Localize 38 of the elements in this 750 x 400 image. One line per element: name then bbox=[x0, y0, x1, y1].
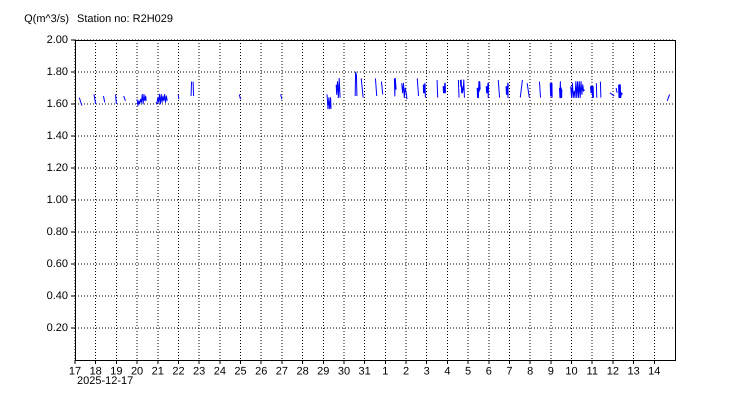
x-tick-label: 4 bbox=[444, 366, 450, 378]
x-tick-label: 7 bbox=[506, 366, 513, 378]
x-tick-label: 11 bbox=[586, 366, 598, 378]
x-tick-label: 31 bbox=[358, 366, 371, 378]
y-tick-label: 0.60 bbox=[46, 258, 68, 270]
y-tick-label: 0.40 bbox=[46, 290, 68, 302]
x-tick-label: 1 bbox=[382, 366, 388, 378]
x-tick-label: 30 bbox=[338, 366, 350, 378]
x-tick-label: 27 bbox=[276, 366, 288, 378]
y-axis-title: Q(m^3/s) bbox=[24, 13, 69, 26]
x-tick-label: 25 bbox=[234, 366, 247, 378]
x-tick-label: 2 bbox=[402, 366, 410, 378]
x-tick-label: 12 bbox=[606, 366, 620, 378]
x-tick-label: 29 bbox=[317, 366, 330, 378]
x-tick-label: 9 bbox=[548, 366, 554, 378]
chart-title: Station no: R2H029 bbox=[77, 13, 174, 26]
x-tick-label: 10 bbox=[565, 366, 578, 378]
x-tick-label: 22 bbox=[172, 366, 185, 378]
x-tick-label: 5 bbox=[465, 366, 472, 378]
y-tick-label: 2.00 bbox=[46, 34, 68, 46]
text: 2025-12-17 bbox=[77, 375, 134, 388]
x-tick-label: 26 bbox=[255, 366, 268, 378]
y-tick-label: 0.20 bbox=[46, 322, 68, 334]
x-tick-label: 23 bbox=[193, 366, 206, 378]
x-tick-label: 28 bbox=[296, 366, 309, 378]
y-tick-label: 0.80 bbox=[46, 226, 68, 238]
x-tick-label: 14 bbox=[648, 366, 660, 378]
y-tick-label: 1.20 bbox=[46, 162, 68, 174]
x-tick-label: 6 bbox=[486, 366, 492, 378]
x-tick-label: 13 bbox=[627, 366, 640, 378]
y-tick-label: 1.80 bbox=[46, 66, 68, 78]
x-tick-label: 21 bbox=[152, 366, 164, 378]
x-tick-label: 8 bbox=[527, 366, 534, 378]
y-tick-label: 1.60 bbox=[46, 98, 68, 110]
x-tick-label: 3 bbox=[424, 366, 430, 378]
x-tick-label: 24 bbox=[214, 366, 226, 378]
y-tick-label: 1.40 bbox=[46, 130, 68, 142]
y-tick-label: 1.00 bbox=[46, 194, 68, 206]
